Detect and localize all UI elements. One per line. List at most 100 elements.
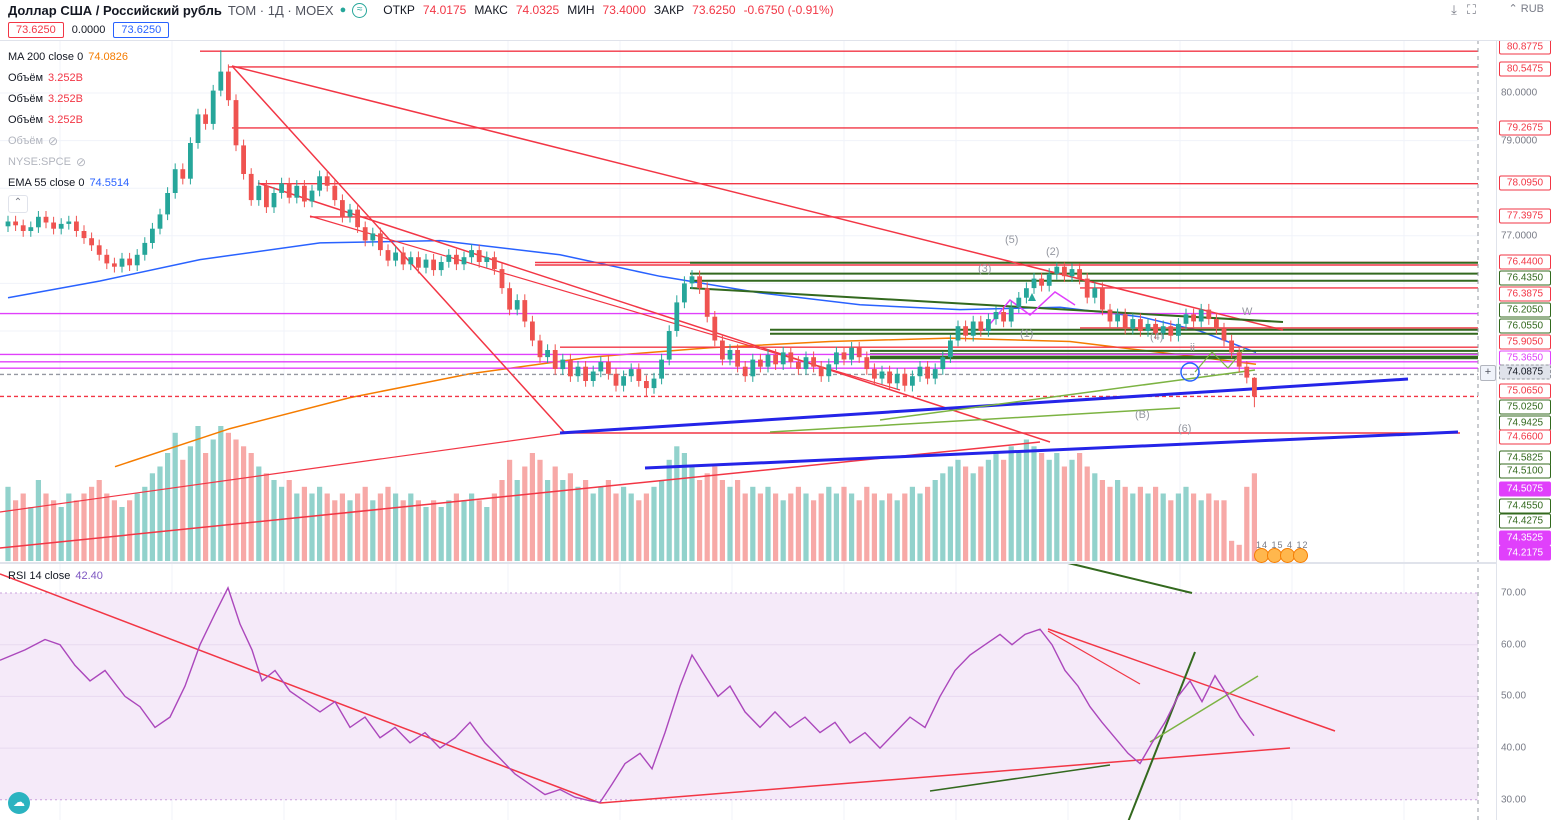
spread-value: 0.0000 — [71, 24, 106, 36]
svg-text:W: W — [1242, 306, 1253, 318]
open-label: ОТКР — [383, 3, 415, 17]
close-label: ЗАКР — [653, 3, 685, 17]
price-level-label[interactable]: 78.0950 — [1499, 175, 1551, 191]
price-level-label[interactable]: 75.0250 — [1499, 399, 1551, 415]
legend-row-value: 3.252B — [48, 92, 83, 105]
event-badge-icon[interactable] — [1293, 548, 1308, 563]
symbol-meta[interactable]: ТОМ · 1Д · MOEX — [227, 2, 334, 18]
price-level-label[interactable]: 75.9050 — [1499, 334, 1551, 350]
legend-row: EMA 55 close 0 74.5514 — [8, 172, 129, 193]
legend-row: Объём ⊘ — [8, 130, 129, 151]
price-scale[interactable]: 80.0000 79.0000 77.0000 70.00 60.00 50.00 40.0… — [1496, 0, 1552, 820]
fullscreen-icon[interactable]: ⛶ — [1466, 2, 1476, 17]
legend-row-value: 74.0826 — [88, 50, 128, 63]
price-level-label[interactable]: 74.5075 — [1499, 481, 1551, 497]
price-level-label[interactable]: 76.4400 — [1499, 254, 1551, 270]
rsi-legend: RSI 14 close 42.40 — [8, 570, 103, 582]
legend-row-label[interactable]: NYSE:SPCE — [8, 155, 71, 168]
legend-row-label[interactable]: Объём — [8, 92, 44, 105]
indicator-legend: MA 200 close 0 74.0826 Объём 3.252B Объём 3.2… — [8, 46, 129, 213]
svg-text:(5): (5) — [1005, 234, 1018, 246]
axis-tick-label: 50.00 — [1501, 690, 1527, 702]
legend-row-label[interactable]: Объём — [8, 71, 44, 84]
axis-tick-label: 30.00 — [1501, 794, 1527, 806]
svg-text:(1): (1) — [1020, 328, 1033, 340]
axis-tick-label: 40.00 — [1501, 742, 1527, 754]
axis-tick-label: 70.00 — [1501, 587, 1527, 599]
price-level-label[interactable]: 76.3875 — [1499, 286, 1551, 302]
legend-row-label[interactable]: Объём — [8, 113, 44, 126]
legend-row-label[interactable]: MA 200 close 0 — [8, 50, 84, 63]
price-level-label[interactable]: 74.2175 — [1499, 545, 1551, 561]
rsi-value: 42.40 — [75, 570, 103, 582]
legend-row-value: 74.5514 — [89, 176, 130, 189]
price-level-label[interactable]: 76.0550 — [1499, 318, 1551, 334]
svg-text:(B): (B) — [1135, 409, 1150, 421]
visibility-off-icon[interactable]: ⊘ — [75, 154, 87, 169]
axis-tick-label: 80.0000 — [1501, 87, 1538, 99]
legend-row-value: 3.252B — [48, 113, 83, 126]
price-level-label[interactable]: 79.2675 — [1499, 120, 1551, 136]
sell-button[interactable]: 73.6250 — [8, 22, 64, 38]
symbol-title[interactable]: Доллар США / Российский рубль — [8, 2, 222, 18]
topright-icons: ⤓ ⛶ — [1451, 2, 1476, 18]
visibility-off-icon[interactable]: ⊘ — [48, 133, 59, 148]
axis-tick-label: 79.0000 — [1501, 135, 1538, 147]
price-level-label[interactable]: 74.5100 — [1499, 463, 1551, 479]
price-level-label[interactable]: 76.4350 — [1499, 270, 1551, 286]
legend-row-label[interactable]: EMA 55 close 0 — [8, 176, 85, 189]
close-value: 73.6250 — [692, 3, 736, 17]
price-level-label[interactable]: 75.0650 — [1499, 383, 1551, 399]
event-badges — [1254, 548, 1308, 563]
svg-text:(3): (3) — [978, 263, 991, 275]
low-value: 73.4000 — [602, 3, 646, 17]
symbol-row: Доллар США / Российский рубль ТОМ · 1Д ·… — [8, 1, 834, 19]
price-level-label[interactable]: 74.6600 — [1499, 429, 1551, 445]
high-label: МАКС — [474, 3, 508, 17]
legend-row-label[interactable]: Объём — [8, 134, 44, 147]
open-value: 74.0175 — [422, 3, 467, 17]
axis-tick-label: 77.0000 — [1501, 230, 1538, 242]
price-level-label[interactable]: 74.4550 — [1499, 498, 1551, 514]
svg-text:(4): (4) — [1150, 331, 1163, 343]
price-level-label[interactable]: 76.2050 — [1499, 302, 1551, 318]
legend-row: NYSE:SPCE ⊘ — [8, 151, 129, 172]
low-label: МИН — [567, 3, 595, 17]
chevron-up-icon: ⌃ — [1508, 3, 1518, 15]
currency-button[interactable]: ⌃ RUB — [1508, 2, 1544, 16]
price-level-label[interactable]: 74.3525 — [1499, 530, 1551, 546]
toolbar-divider — [0, 40, 1552, 41]
high-value: 74.0325 — [515, 3, 560, 17]
axis-tick-label: 60.00 — [1501, 639, 1527, 651]
event-dates: 14 15 4 12 — [1256, 540, 1309, 550]
svg-text:ii: ii — [1190, 342, 1195, 354]
legend-row: Объём 3.252B — [8, 67, 129, 88]
price-level-label[interactable]: 74.4275 — [1499, 513, 1551, 529]
price-level-label[interactable]: 80.5475 — [1499, 61, 1551, 77]
top-toolbar: Доллар США / Российский рубль ТОМ · 1Д ·… — [0, 0, 1552, 40]
market-status-icon: ● — [339, 4, 347, 16]
svg-text:(2): (2) — [1046, 246, 1059, 258]
price-level-label[interactable]: 80.8775 — [1499, 39, 1551, 55]
svg-text:(6): (6) — [1178, 423, 1191, 435]
tradingview-logo[interactable]: ☁ — [8, 792, 30, 814]
price-level-label[interactable]: 77.3975 — [1499, 208, 1551, 224]
add-alert-plus-button[interactable]: + — [1480, 365, 1496, 381]
legend-row: Объём 3.252B — [8, 109, 129, 130]
rsi-label[interactable]: RSI 14 close — [8, 570, 71, 582]
buy-button[interactable]: 73.6250 — [113, 22, 170, 38]
currency-label: RUB — [1520, 2, 1544, 15]
legend-row: MA 200 close 0 74.0826 — [8, 46, 129, 67]
price-level-label[interactable]: 75.3650 — [1499, 350, 1551, 366]
approx-price-icon: ≈ — [352, 2, 368, 18]
download-icon[interactable]: ⤓ — [1451, 2, 1457, 17]
legend-row: Объём 3.252B — [8, 88, 129, 109]
legend-collapse-button[interactable]: ⌃ — [8, 195, 28, 213]
trade-row: 73.6250 0.0000 73.6250 — [8, 20, 170, 40]
price-level-label[interactable]: 74.9425 — [1499, 415, 1551, 431]
change-value: -0.6750 (-0.91%) — [743, 3, 834, 17]
ohlc-row: ОТКР 74.0175 МАКС 74.0325 МИН 73.4000 ЗАКР 7… — [383, 3, 833, 17]
price-level-label[interactable]: 74.0875 — [1499, 364, 1551, 380]
